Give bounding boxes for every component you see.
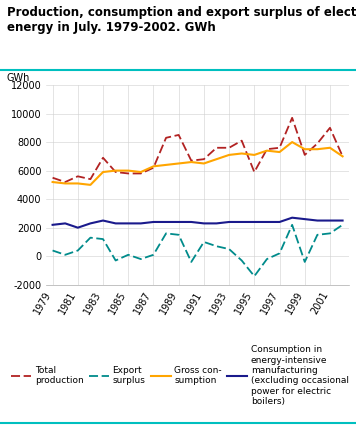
Text: GWh: GWh (7, 73, 30, 83)
Legend: Total
production, Export
surplus, Gross con-
sumption, Consumption in
energy-int: Total production, Export surplus, Gross … (11, 345, 349, 406)
Text: Production, consumption and export surplus of electric
energy in July. 1979-2002: Production, consumption and export surpl… (7, 6, 356, 34)
